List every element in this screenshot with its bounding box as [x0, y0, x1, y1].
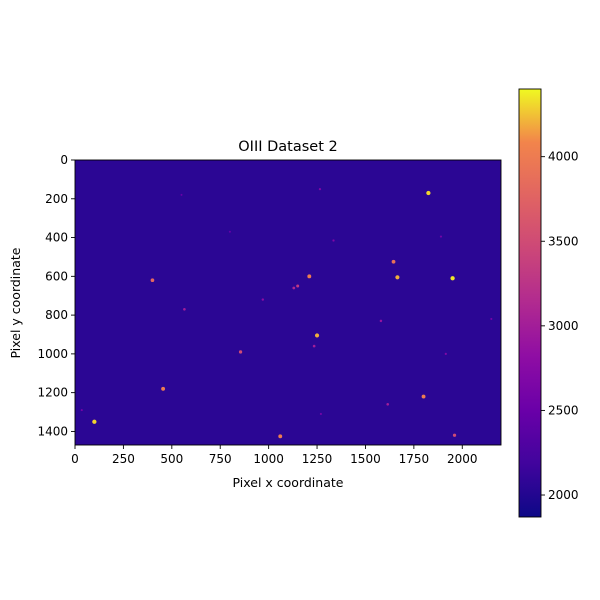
y-tick-label: 400	[45, 231, 68, 245]
colorbar-tick-label: 3500	[548, 234, 579, 248]
colorbar: 2000 2500 3000 3500 4000	[518, 88, 579, 518]
source-point	[379, 319, 383, 323]
x-tick-label: 750	[209, 452, 232, 466]
source-point	[92, 419, 97, 424]
colorbar-tick-label: 2000	[548, 488, 579, 502]
colorbar-gradient	[518, 88, 542, 518]
source-point	[444, 352, 447, 355]
x-tick-label: 2000	[447, 452, 478, 466]
y-tick-label: 200	[45, 192, 68, 206]
x-tick-label: 1250	[302, 452, 333, 466]
source-point	[80, 409, 83, 412]
plot-area	[74, 159, 502, 446]
source-point	[278, 434, 283, 439]
y-tick-label: 1400	[37, 424, 68, 438]
x-axis-ticks: 0 250 500 750 1000 1250 1500 1750 2000	[71, 445, 478, 466]
y-tick-label: 0	[60, 153, 68, 167]
source-point	[238, 350, 243, 354]
colorbar-tick-label: 2500	[548, 403, 579, 417]
x-tick-label: 500	[160, 452, 183, 466]
source-point	[318, 187, 322, 191]
source-point	[314, 333, 320, 338]
x-tick-label: 0	[71, 452, 79, 466]
y-tick-label: 1000	[37, 347, 68, 361]
chart-title: OIII Dataset 2	[238, 139, 337, 155]
plot-frame	[74, 159, 502, 446]
colorbar-tick-label: 4000	[548, 150, 579, 164]
y-tick-label: 600	[45, 269, 68, 283]
source-point	[161, 386, 166, 391]
source-point	[261, 298, 265, 301]
image-background	[75, 160, 501, 445]
x-axis-label: Pixel x coordinate	[233, 475, 344, 490]
source-point	[292, 286, 296, 290]
y-tick-label: 1200	[37, 386, 68, 400]
source-point	[228, 230, 231, 233]
source-point	[312, 344, 316, 348]
x-tick-label: 250	[112, 452, 135, 466]
y-axis-ticks: 0 200 400 600 800 1000 1200 1400	[37, 153, 75, 438]
source-point	[421, 394, 426, 399]
source-point	[490, 317, 493, 321]
source-point	[391, 259, 396, 264]
colorbar-ticks: 2000 2500 3000 3500 4000	[541, 150, 579, 502]
source-point	[439, 235, 443, 238]
source-point	[180, 193, 183, 196]
source-point	[296, 284, 300, 288]
source-point	[307, 274, 312, 279]
y-axis-label: Pixel y coordinate	[8, 247, 23, 358]
colorbar-tick-label: 3000	[548, 319, 579, 333]
y-tick-label: 800	[45, 308, 68, 322]
source-point	[183, 307, 186, 311]
x-tick-label: 1000	[253, 452, 284, 466]
source-point	[386, 402, 390, 406]
source-point	[395, 275, 400, 280]
source-point	[426, 190, 431, 196]
x-tick-label: 1500	[350, 452, 381, 466]
source-point	[452, 433, 457, 437]
source-point	[450, 276, 455, 281]
x-tick-label: 1750	[399, 452, 430, 466]
source-point	[332, 239, 335, 242]
source-point	[319, 412, 322, 416]
source-point	[150, 278, 155, 283]
